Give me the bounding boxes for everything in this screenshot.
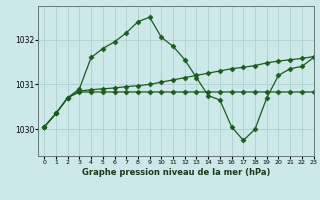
X-axis label: Graphe pression niveau de la mer (hPa): Graphe pression niveau de la mer (hPa)	[82, 168, 270, 177]
